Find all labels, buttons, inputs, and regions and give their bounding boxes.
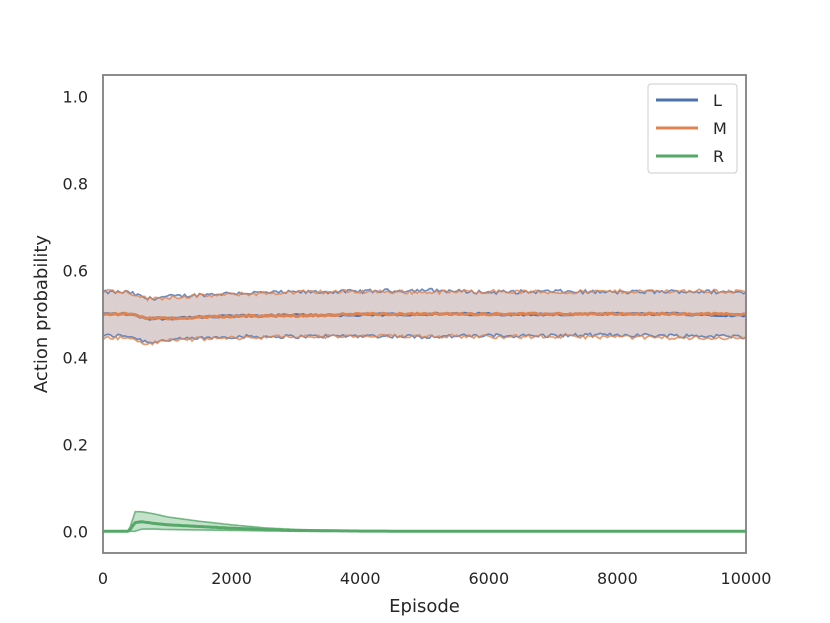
plot-frame: [102, 74, 747, 554]
y-tick-label: 0.6: [63, 262, 88, 281]
band-upper-edge-l: [102, 287, 747, 301]
band-upper-edge-m: [102, 288, 747, 302]
x-tick-label: 2000: [211, 569, 252, 588]
y-tick-label: 0.4: [63, 349, 88, 368]
y-tick-label: 0.8: [63, 175, 88, 194]
y-tick-label: 0.0: [63, 522, 88, 541]
band-lower-edge-m: [102, 333, 747, 346]
x-tick-label: 10000: [721, 569, 772, 588]
x-tick-label: 6000: [468, 569, 509, 588]
y-axis-label: Action probability: [31, 235, 52, 393]
series-line-r: [103, 520, 746, 533]
x-tick-label: 0: [98, 569, 108, 588]
x-axis-label: Episode: [389, 596, 460, 617]
x-tick-label: 8000: [597, 569, 638, 588]
y-axis-ticks: 0.0 0.2 0.4 0.6 0.8 1.0: [63, 88, 88, 542]
series-line-m: [102, 311, 747, 321]
legend: LMR: [647, 83, 738, 174]
legend-label-r: R: [713, 147, 724, 166]
y-tick-label: 0.2: [63, 435, 88, 454]
band-l: [103, 288, 746, 344]
y-tick-label: 1.0: [63, 88, 88, 107]
series-lines: [102, 311, 747, 533]
band-m: [103, 289, 746, 345]
confidence-bands: [103, 288, 746, 532]
x-axis-ticks: 0 2000 4000 6000 8000 10000: [98, 569, 772, 588]
x-tick-label: 4000: [340, 569, 381, 588]
legend-label-m: M: [713, 119, 727, 138]
legend-label-l: L: [713, 91, 722, 110]
